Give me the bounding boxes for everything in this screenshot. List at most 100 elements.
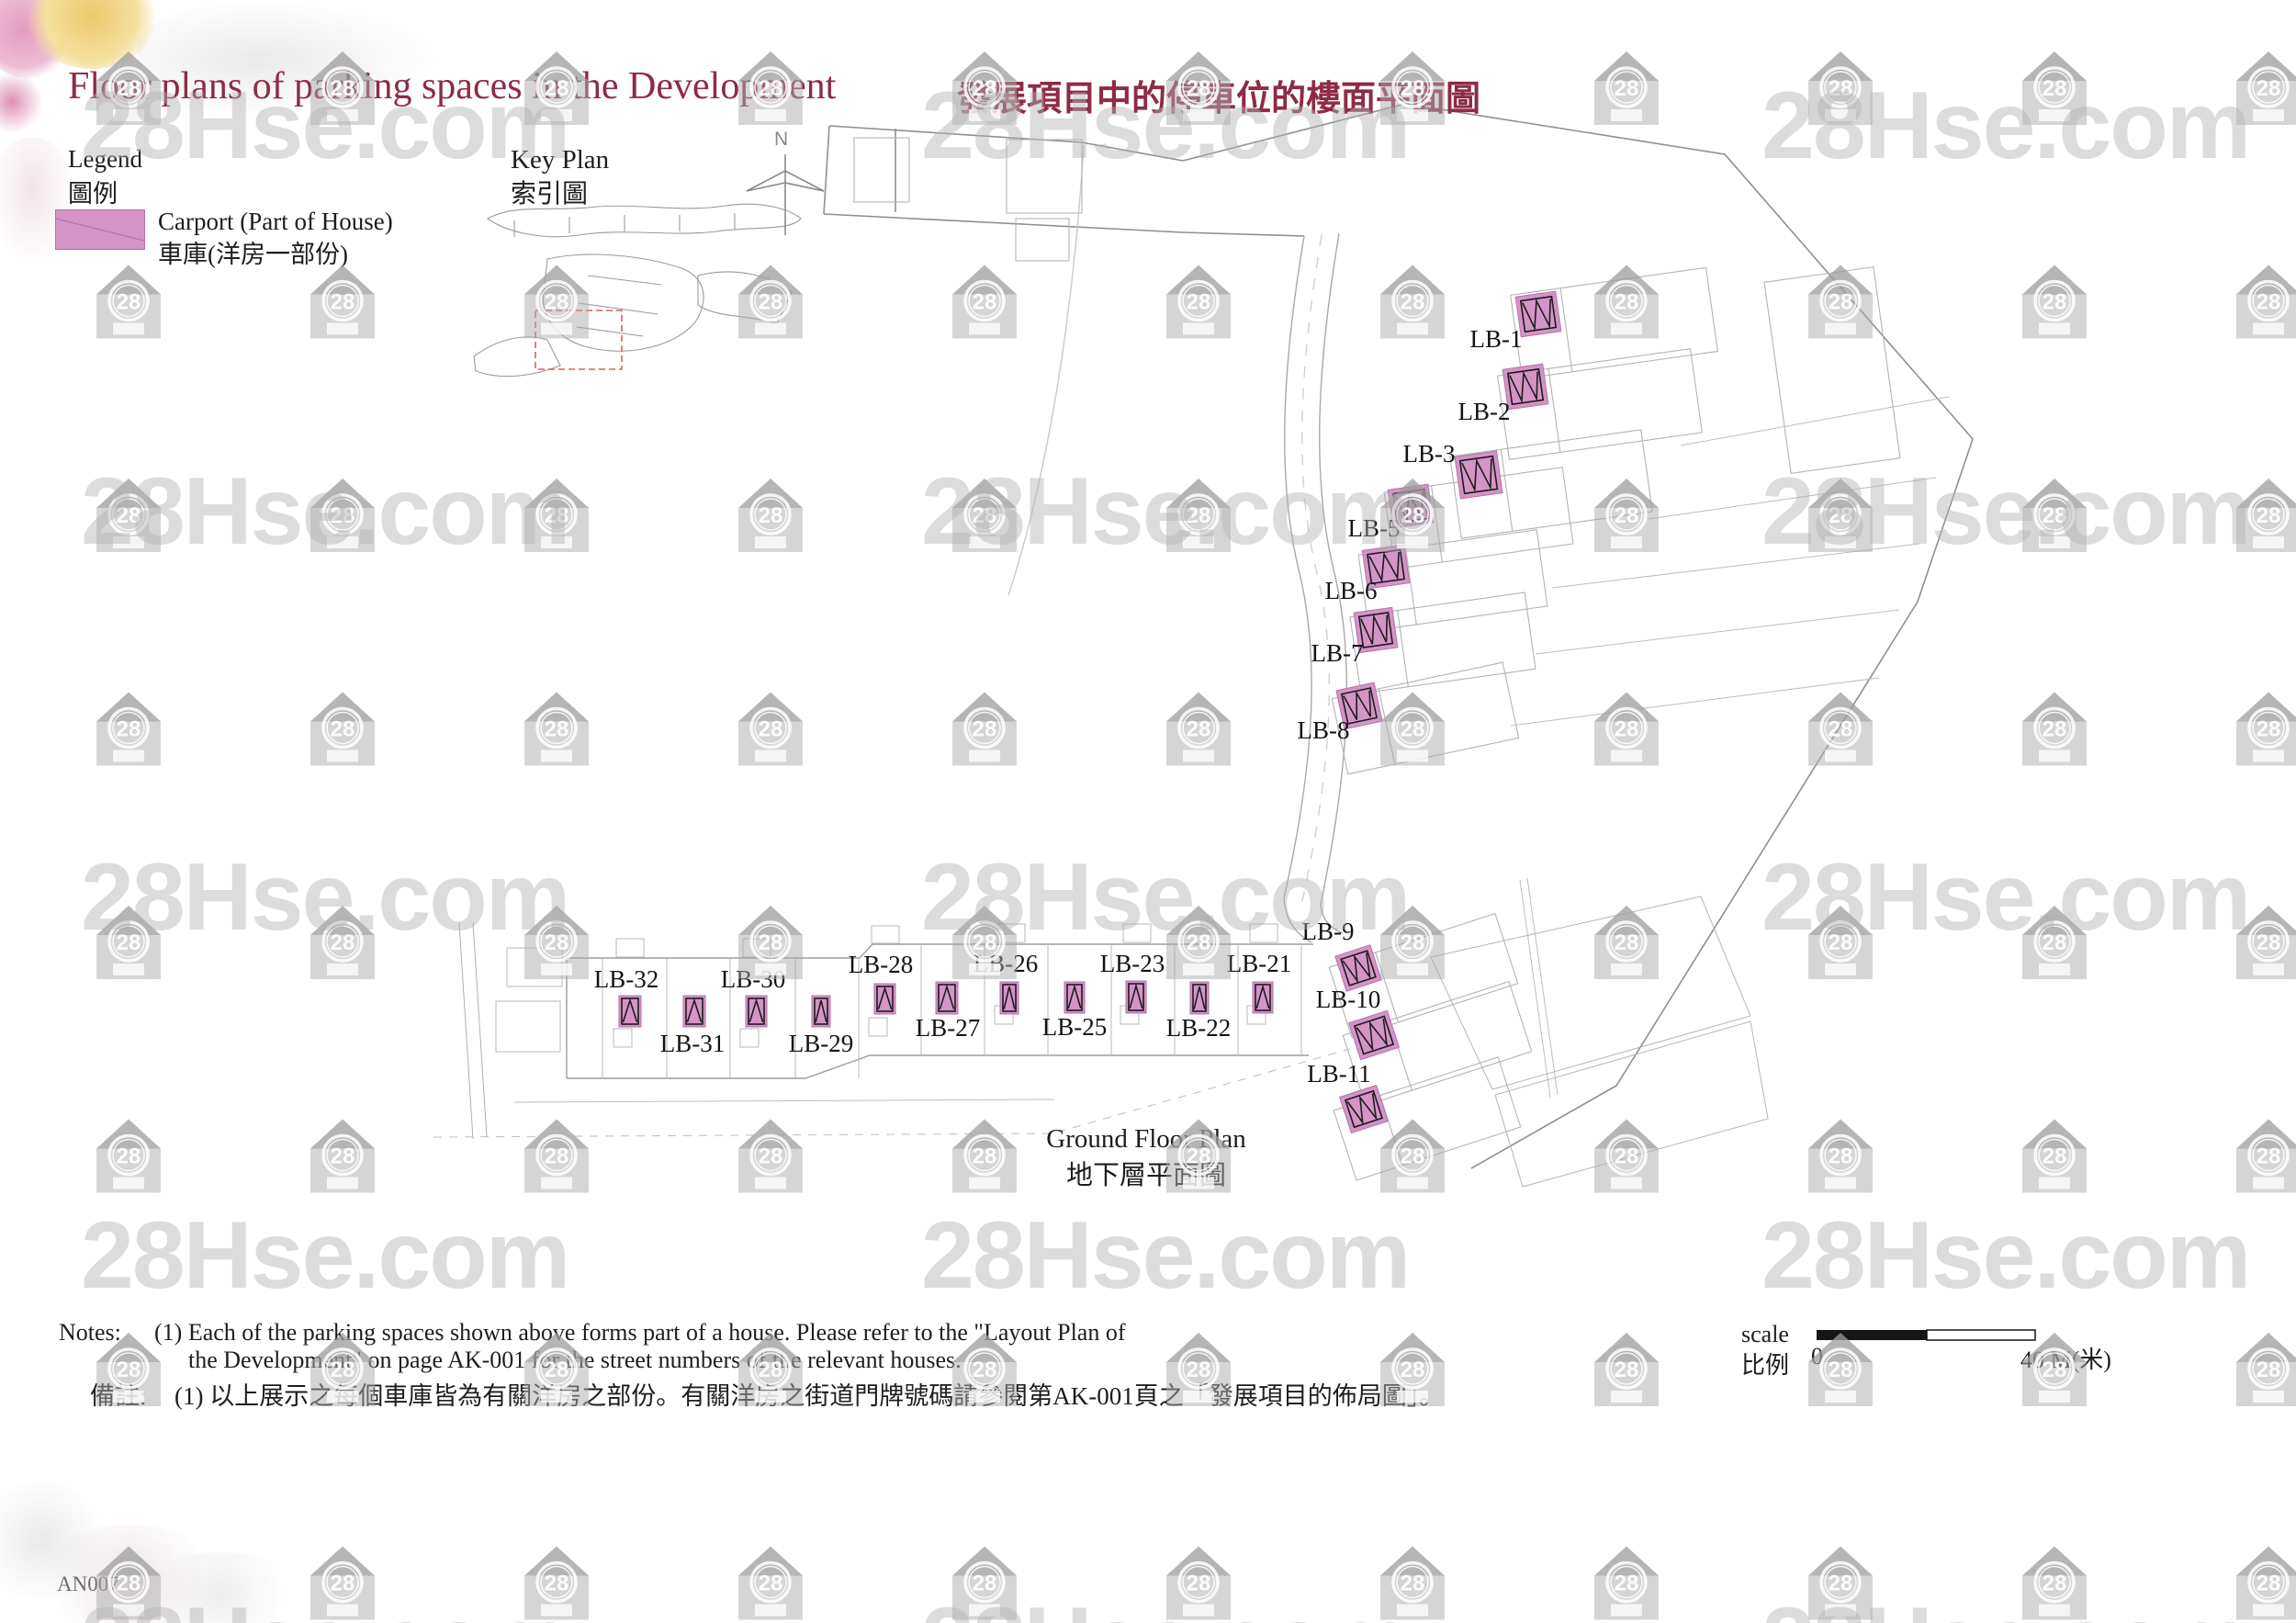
parking-space-lb-31 [682, 995, 706, 1028]
parking-space-lb-9 [1334, 944, 1382, 992]
house-strip-south [433, 922, 1351, 1140]
carport-door-pattern [686, 997, 703, 1023]
parking-space-lb-22 [1189, 981, 1210, 1015]
carport-door-pattern [1343, 690, 1372, 720]
scale-max-label: 40 M(米) [2020, 1347, 2111, 1373]
parking-space-lb-3 [1454, 450, 1503, 500]
parking-space-lb-29 [811, 995, 831, 1028]
notes-heading-zh: 備註: [90, 1382, 147, 1410]
carport-door-outline [1192, 984, 1207, 1012]
parking-space-label: LB-5 [1348, 514, 1401, 542]
parking-space-label: LB-27 [916, 1014, 981, 1042]
parking-space-label: LB-9 [1302, 918, 1355, 945]
parking-space-lb-26 [999, 981, 1019, 1015]
house-blocks-east [1328, 266, 1901, 1181]
floor-plan-caption-en: Ground Floor Plan [1046, 1124, 1246, 1154]
page-title-zh: 發展項目中的停車位的樓面平面圖 [957, 80, 1481, 118]
parking-space-label: LB-30 [721, 965, 786, 993]
notes-heading: Notes: [59, 1319, 121, 1346]
carport-door-pattern [815, 1000, 827, 1022]
carport-door-pattern [1461, 457, 1492, 493]
parking-space-lb-21 [1252, 981, 1274, 1014]
legend-heading-en: Legend [68, 145, 142, 173]
carport-area [1339, 1084, 1389, 1134]
north-arrow-icon [746, 154, 825, 235]
north-label: N [774, 129, 789, 150]
key-plan-heading-en: Key Plan [511, 145, 610, 175]
parking-space-label: LB-23 [1100, 950, 1165, 977]
carport-door-pattern [748, 997, 764, 1022]
note-text-line1: (1) Each of the parking spaces shown abo… [154, 1319, 1126, 1346]
yard-lines [1430, 396, 1950, 1188]
parking-space-label: LB-1 [1470, 325, 1523, 353]
carport-door-outline [814, 997, 828, 1025]
key-plan-heading-zh: 索引圖 [511, 180, 589, 209]
scale-label-en: scale [1741, 1321, 1789, 1347]
parking-space-lb-7 [1353, 606, 1399, 654]
scale-label-zh: 比例 [1741, 1352, 1790, 1379]
parking-space-lb-27 [935, 981, 959, 1015]
carport-door-pattern [1067, 984, 1082, 1009]
carport-area [1347, 1009, 1401, 1061]
parking-space-lb-6 [1361, 544, 1411, 590]
legend-heading-zh: 圖例 [68, 180, 118, 208]
parking-space-label: LB-31 [660, 1030, 726, 1057]
carport-door-pattern [1346, 1093, 1378, 1125]
carport-door-pattern [1359, 614, 1389, 645]
page-title-en: Floor plans of parking spaces in the Dev… [68, 65, 837, 107]
carport-door-pattern [1255, 984, 1270, 1009]
carport-door-pattern [1522, 298, 1551, 332]
parking-space-label: LB-32 [594, 965, 659, 993]
parking-space-lb-8 [1335, 682, 1383, 730]
parking-space-label: LB-6 [1325, 577, 1378, 604]
parking-space-label: LB-11 [1307, 1060, 1371, 1088]
parking-space-label: LB-21 [1227, 950, 1292, 977]
note-text-line2: the Development" on page AK-001 for the … [188, 1347, 962, 1373]
road-curves [1007, 144, 1348, 943]
scale-bar [1817, 1329, 2036, 1341]
carport-door-pattern [1368, 551, 1400, 583]
carport-door-pattern [939, 984, 955, 1009]
parking-space-lb-25 [1064, 981, 1086, 1014]
carport-door-pattern [1129, 983, 1143, 1009]
carport-door-outline [1458, 455, 1499, 495]
carport-door-pattern [1356, 1019, 1389, 1052]
top-blocks [853, 137, 1083, 262]
carport-door-pattern [1003, 986, 1016, 1009]
parking-space-label: LB-2 [1458, 398, 1511, 425]
parking-space-label: LB-10 [1316, 986, 1381, 1013]
parking-space-label: LB-26 [974, 950, 1039, 977]
parking-space-label: LB-29 [789, 1030, 854, 1057]
carport-area [1334, 944, 1382, 992]
carport-legend-label-zh: 車庫(洋房一部份) [158, 241, 348, 268]
parking-space-label: LB-28 [849, 951, 914, 978]
carport-door-pattern [1509, 370, 1538, 404]
plan-boundary [823, 103, 1974, 1169]
key-plan-map [473, 203, 802, 378]
parking-space-label: LB-7 [1311, 639, 1364, 667]
parking-space-label: LB-8 [1298, 716, 1350, 744]
parking-space-lb-28 [873, 983, 896, 1015]
parking-space-lb-30 [745, 995, 768, 1028]
parking-space-lb-11 [1339, 1084, 1389, 1134]
carport-door-pattern [622, 997, 638, 1023]
scale-zero-label: 0 [1811, 1343, 1823, 1369]
parking-space-label: LB-3 [1403, 440, 1456, 468]
carport-door-pattern [877, 986, 893, 1010]
note-text-zh: (1) 以上展示之每個車庫皆為有關洋房之部份。有關洋房之街道門牌號碼請參閱第AK… [174, 1382, 1445, 1410]
carport-legend-label-en: Carport (Part of House) [158, 208, 393, 235]
carport-legend-swatch [55, 209, 145, 250]
page-number: AN007 [57, 1572, 119, 1595]
parking-space-label: LB-25 [1042, 1013, 1108, 1041]
carport-door-outline [1002, 984, 1017, 1012]
parking-space-lb-1 [1514, 290, 1562, 338]
parking-space-lb-2 [1502, 363, 1549, 411]
carport-door-pattern [1193, 986, 1206, 1009]
carport-door-pattern [1342, 952, 1371, 984]
parking-space-lb-10 [1347, 1009, 1401, 1061]
parking-space-label: LB-22 [1166, 1014, 1232, 1042]
parking-space-lb-32 [618, 995, 642, 1028]
parking-space-lb-23 [1125, 980, 1147, 1014]
